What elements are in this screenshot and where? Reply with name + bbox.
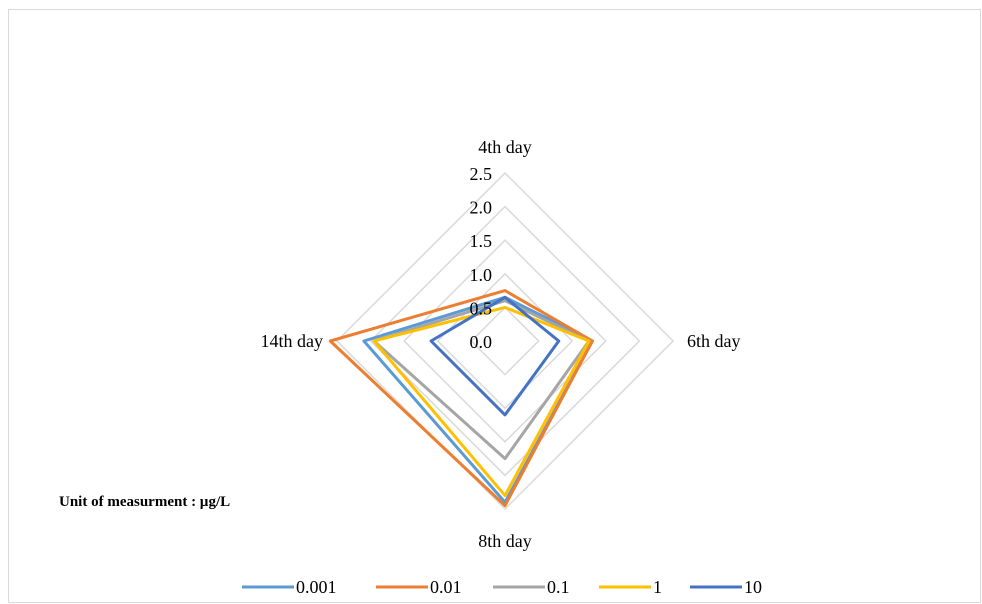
tick-labels: 0.0 0.5 1.0 1.5 2.0 2.5 [470,164,493,352]
axis-label-8th-day: 8th day [478,531,532,551]
tick-label: 2.0 [470,198,493,218]
series-line-0.001 [362,295,594,504]
grid-ring [436,272,574,410]
tick-label: 2.5 [470,164,493,184]
tick-label: 0.5 [470,298,493,318]
tick-label: 0.0 [470,332,493,352]
radar-chart: 4th day 6th day 8th day 14th day 0.0 0.5… [242,137,762,597]
chart-area: 4th day 6th day 8th day 14th day 0.0 0.5… [8,9,981,603]
legend: 0.001 0.01 0.1 1 10 [242,577,762,597]
axis-labels: 4th day 6th day 8th day 14th day [261,137,741,551]
grid-ring [403,239,607,443]
series-line-0.1 [372,299,591,461]
series-line-10 [429,295,561,417]
tick-label: 1.5 [470,231,493,251]
series-line-0.01 [328,289,594,508]
legend-label-1: 1 [653,577,662,597]
legend-label-0.1: 0.1 [547,577,570,597]
axis-label-14th-day: 14th day [261,331,324,351]
axis-label-6th-day: 6th day [687,331,741,351]
legend-label-0.01: 0.01 [430,577,462,597]
series-lines [328,289,594,508]
axis-label-4th-day: 4th day [478,137,532,157]
legend-label-10: 10 [744,577,762,597]
tick-label: 1.0 [470,265,493,285]
grid-ring [470,306,540,376]
grid-ring [369,205,641,477]
unit-note: Unit of measurment : µg/L [59,494,231,510]
legend-label-0.001: 0.001 [296,577,337,597]
grid-ring [335,171,675,511]
series-line-1 [372,305,591,498]
